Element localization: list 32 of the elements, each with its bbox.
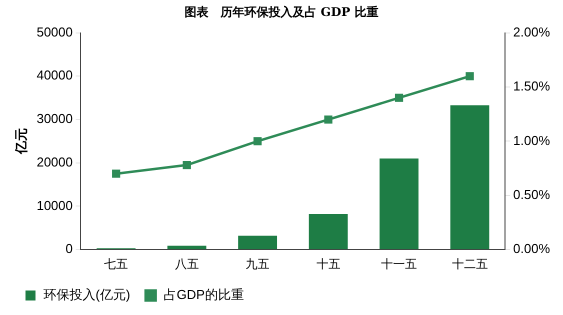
bar xyxy=(167,246,206,250)
y-tick-label: 20000 xyxy=(36,154,73,170)
bar xyxy=(238,236,278,250)
point xyxy=(324,115,332,124)
y-axis-title: 亿元 xyxy=(13,128,28,156)
y2-tick-label: 0.50% xyxy=(513,186,550,202)
y2-tick-label: 1.50% xyxy=(513,78,550,94)
x-tick-label: 九五 xyxy=(246,257,270,272)
y-tick-label: 10000 xyxy=(36,198,73,213)
point xyxy=(112,170,120,178)
point xyxy=(254,137,262,146)
y2-tick-label: 2.00% xyxy=(513,24,550,40)
x-tick-label: 十二五 xyxy=(452,257,488,272)
x-tick-label: 八五 xyxy=(174,257,199,272)
y-tick-label: 0 xyxy=(66,241,73,256)
y2-tick-label: 1.00% xyxy=(513,132,550,148)
bar xyxy=(308,214,348,250)
chart-title: 图表 历年环保投入及占 GDP 比重 xyxy=(183,4,380,21)
bar xyxy=(380,158,418,250)
x-tick-label: 十五 xyxy=(316,257,340,272)
y-tick-label: 50000 xyxy=(36,24,73,40)
point xyxy=(466,72,474,80)
y2-tick-label: 0.00% xyxy=(513,241,550,256)
x-tick-label: 十一五 xyxy=(381,257,418,272)
y-tick-label: 30000 xyxy=(36,111,73,126)
legend-label: 占GDP的比重 xyxy=(164,287,244,302)
point xyxy=(182,160,191,170)
legend-label: 环保投入(亿元) xyxy=(44,287,130,302)
x-tick-label: 七五 xyxy=(104,257,128,272)
y-tick-label: 40000 xyxy=(36,68,73,83)
point xyxy=(394,94,404,102)
bar xyxy=(450,105,490,250)
